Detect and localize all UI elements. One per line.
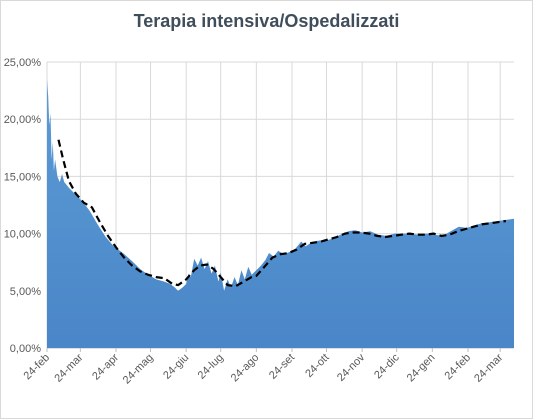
y-axis-labels: 0,00% 5,00% 10,00% 15,00% 20,00% 25,00%: [4, 57, 42, 355]
y-tick-label: 25,00%: [4, 57, 42, 69]
x-tick-label: 24-giu: [161, 352, 191, 382]
y-tick-label: 5,00%: [10, 286, 41, 298]
trend-line: [57, 139, 507, 288]
y-tick-label: 10,00%: [4, 229, 42, 241]
x-tick-label: 24-set: [267, 352, 297, 382]
x-tick-label: 24-lug: [196, 352, 226, 382]
area-series: [47, 79, 514, 348]
x-tick-label: 24-feb: [443, 352, 474, 383]
x-tick-label: 24-nov: [335, 351, 368, 384]
x-tick-label: 24-dic: [372, 351, 402, 381]
x-tick-label: 24-gen: [405, 352, 438, 385]
chart-title: Terapia intensiva/Ospedalizzati: [133, 11, 400, 31]
x-axis-labels: 24-feb 24-mar 24-apr 24-mag 24-giu 24-lug 24-a…: [22, 351, 506, 386]
trend-series-group: [57, 139, 507, 288]
x-tick-label: 24-feb: [22, 352, 53, 383]
y-tick-label: 20,00%: [4, 114, 42, 126]
x-tick-label: 24-mar: [472, 351, 505, 384]
x-tick-label: 24-ott: [303, 352, 331, 380]
x-tick-label: 24-mar: [52, 351, 85, 384]
x-tick-label: 24-apr: [90, 351, 121, 382]
x-tick-label: 24-mag: [121, 352, 156, 387]
y-tick-label: 0,00%: [10, 343, 41, 355]
y-tick-label: 15,00%: [4, 171, 42, 183]
area-series-group: [47, 79, 514, 348]
x-tick-label: 24-ago: [229, 352, 262, 385]
